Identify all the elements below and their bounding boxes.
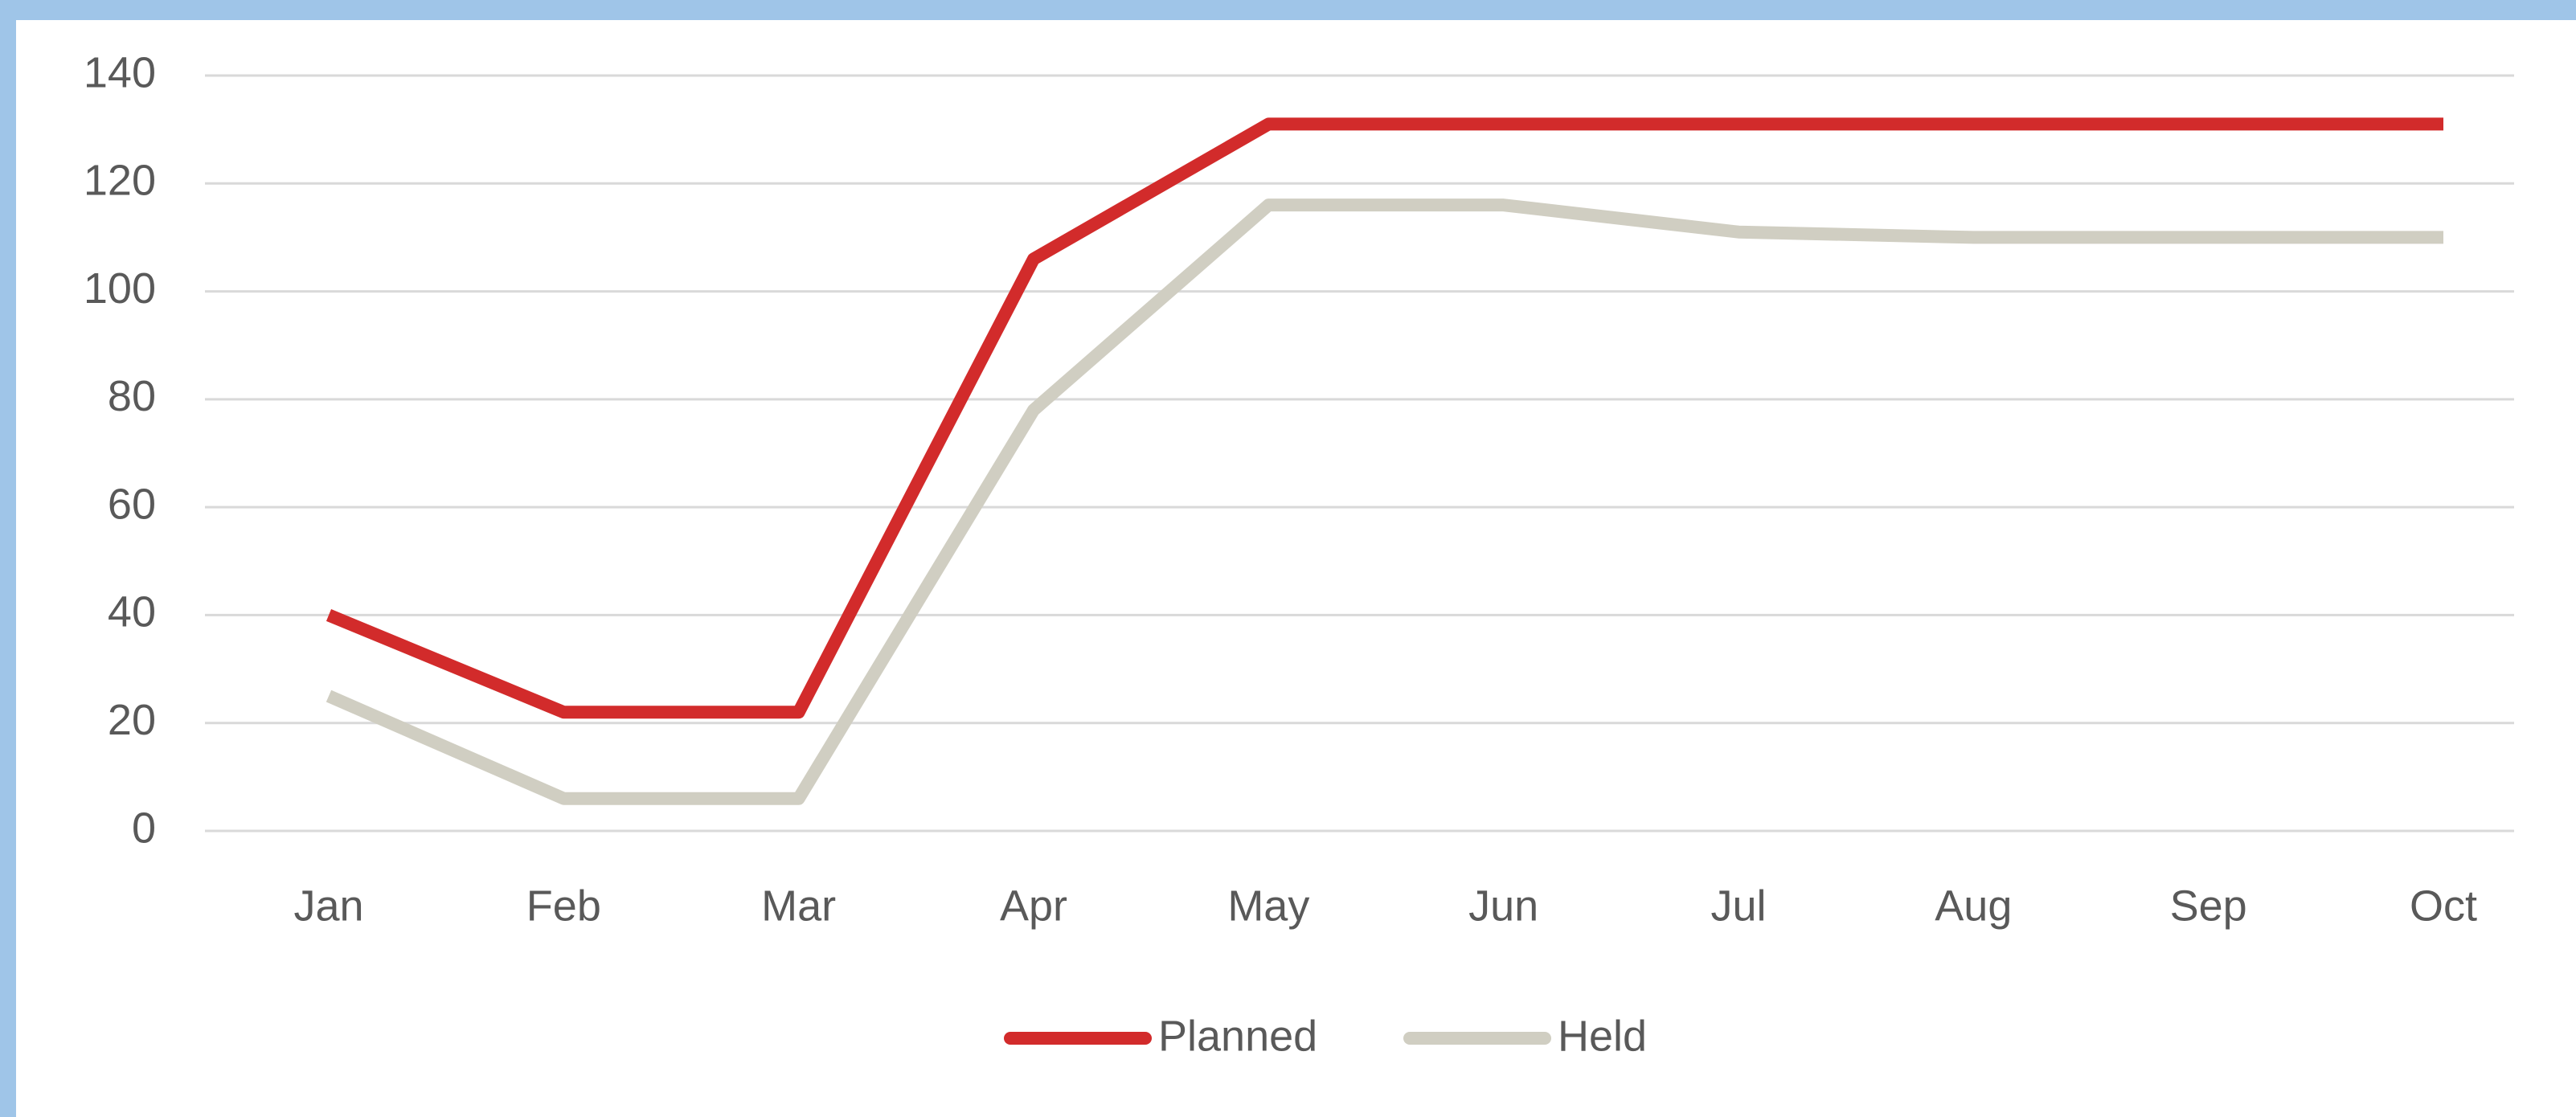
x-tick-label: Jan bbox=[293, 882, 363, 930]
y-tick-label: 40 bbox=[108, 588, 156, 636]
y-tick-label: 0 bbox=[132, 804, 156, 852]
x-tick-label: Aug bbox=[1935, 882, 2012, 930]
x-tick-label: Jul bbox=[1710, 882, 1766, 930]
y-tick-label: 140 bbox=[84, 48, 156, 96]
y-tick-label: 60 bbox=[108, 480, 156, 528]
data-line bbox=[326, 117, 2443, 719]
x-tick-label: May bbox=[1227, 882, 1309, 930]
legend-label: Held bbox=[1558, 1012, 1647, 1060]
x-tick-label: Mar bbox=[761, 882, 836, 930]
x-tick-label: Oct bbox=[2410, 882, 2477, 930]
data-line bbox=[326, 198, 2443, 805]
y-tick-label: 120 bbox=[84, 157, 156, 205]
legend-label: Planned bbox=[1158, 1012, 1317, 1060]
y-tick-label: 80 bbox=[108, 372, 156, 420]
x-tick-label: Sep bbox=[2170, 882, 2247, 930]
x-tick-label: Apr bbox=[1000, 882, 1067, 930]
x-tick-label: Jun bbox=[1468, 882, 1538, 930]
y-tick-label: 20 bbox=[108, 696, 156, 744]
y-tick-label: 100 bbox=[84, 264, 156, 313]
x-tick-label: Feb bbox=[526, 882, 601, 930]
